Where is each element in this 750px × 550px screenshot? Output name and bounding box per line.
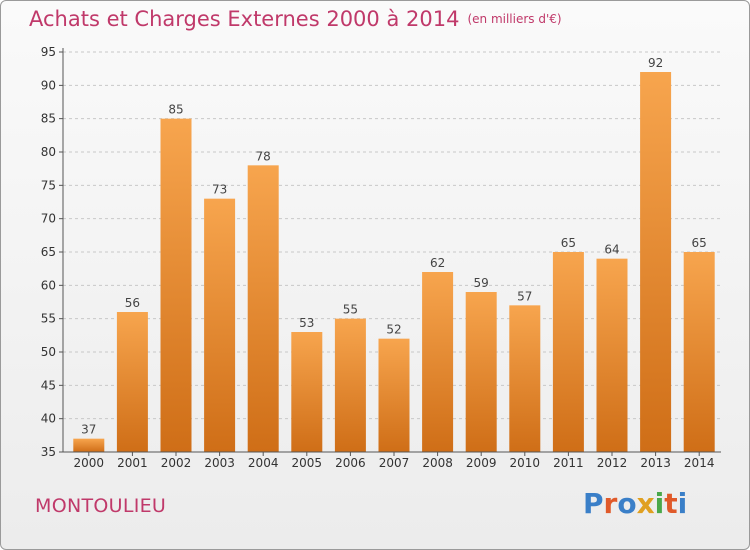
logo-letter: x <box>636 487 655 520</box>
y-tick-label: 40 <box>41 412 56 426</box>
x-tick-label: 2007 <box>379 456 410 470</box>
x-tick-label: 2014 <box>684 456 715 470</box>
bar-2009 <box>465 292 497 452</box>
x-tick-label: 2011 <box>553 456 584 470</box>
bar-2012 <box>596 258 628 452</box>
x-tick-label: 2002 <box>161 456 192 470</box>
bar-2000 <box>73 438 105 452</box>
commune-name: MONTOULIEU <box>35 495 167 517</box>
proxiti-logo: Proxiti <box>583 487 687 520</box>
data-label: 59 <box>474 276 489 290</box>
bar-2002 <box>160 118 192 453</box>
y-tick-label: 45 <box>41 378 56 392</box>
data-label: 37 <box>81 423 96 437</box>
chart-title: Achats et Charges Externes 2000 à 2014 (e… <box>29 7 562 31</box>
bar-2011 <box>552 252 584 452</box>
y-tick-label: 75 <box>41 178 56 192</box>
x-tick-label: 2008 <box>422 456 453 470</box>
bar-2005 <box>291 332 323 452</box>
y-tick-label: 35 <box>41 445 56 459</box>
y-tick-label: 90 <box>41 78 56 92</box>
data-label: 78 <box>256 149 271 163</box>
x-tick-label: 2012 <box>597 456 628 470</box>
y-tick-label: 60 <box>41 278 56 292</box>
x-tick-label: 2004 <box>248 456 279 470</box>
x-tick-label: 2006 <box>335 456 366 470</box>
bar-2014 <box>683 252 715 452</box>
y-tick-label: 55 <box>41 312 56 326</box>
x-tick-label: 2000 <box>74 456 105 470</box>
bars <box>73 72 715 453</box>
logo-letter: P <box>583 487 604 520</box>
bar-2001 <box>116 312 148 452</box>
data-label: 56 <box>125 296 140 310</box>
y-tick-label: 65 <box>41 245 56 259</box>
axes: 35 40 45 50 55 60 65 70 75 80 85 90 95 2000 2001 2002 20… <box>41 45 721 470</box>
logo-letter: r <box>603 487 618 520</box>
data-label: 55 <box>343 303 358 317</box>
x-tick-label: 2001 <box>117 456 148 470</box>
data-label: 85 <box>168 103 183 117</box>
bar-2007 <box>378 338 410 452</box>
x-tick-label: 2013 <box>640 456 671 470</box>
logo-letter: i <box>654 487 665 520</box>
x-tick-label: 2010 <box>510 456 541 470</box>
data-label: 57 <box>517 289 532 303</box>
data-label: 64 <box>604 243 619 257</box>
y-tick-label: 95 <box>41 45 56 59</box>
logo-letter: i <box>677 487 688 520</box>
data-labels: 37 56 85 73 78 53 55 52 62 59 57 65 64 92 65 <box>81 56 707 437</box>
chart-unit: (en milliers d'€) <box>467 12 562 26</box>
data-label: 92 <box>648 56 663 70</box>
y-tick-label: 50 <box>41 345 56 359</box>
data-label: 73 <box>212 183 227 197</box>
data-label: 65 <box>561 236 576 250</box>
bar-2004 <box>247 165 279 453</box>
data-label: 53 <box>299 316 314 330</box>
bar-2010 <box>509 305 541 452</box>
bar-2006 <box>334 318 366 452</box>
y-tick-label: 80 <box>41 145 56 159</box>
bar-2013 <box>640 72 672 452</box>
x-tick-label: 2005 <box>292 456 323 470</box>
data-label: 62 <box>430 256 445 270</box>
bar-2003 <box>204 198 236 452</box>
bar-2008 <box>422 272 454 452</box>
x-tick-label: 2009 <box>466 456 497 470</box>
y-tick-label: 85 <box>41 112 56 126</box>
data-label: 65 <box>692 236 707 250</box>
logo-letter: o <box>617 487 637 520</box>
data-label: 52 <box>386 323 401 337</box>
x-tick-label: 2003 <box>204 456 235 470</box>
y-tick-label: 70 <box>41 212 56 226</box>
chart-title-text: Achats et Charges Externes 2000 à 2014 <box>29 7 460 31</box>
logo-letter: t <box>664 487 678 520</box>
